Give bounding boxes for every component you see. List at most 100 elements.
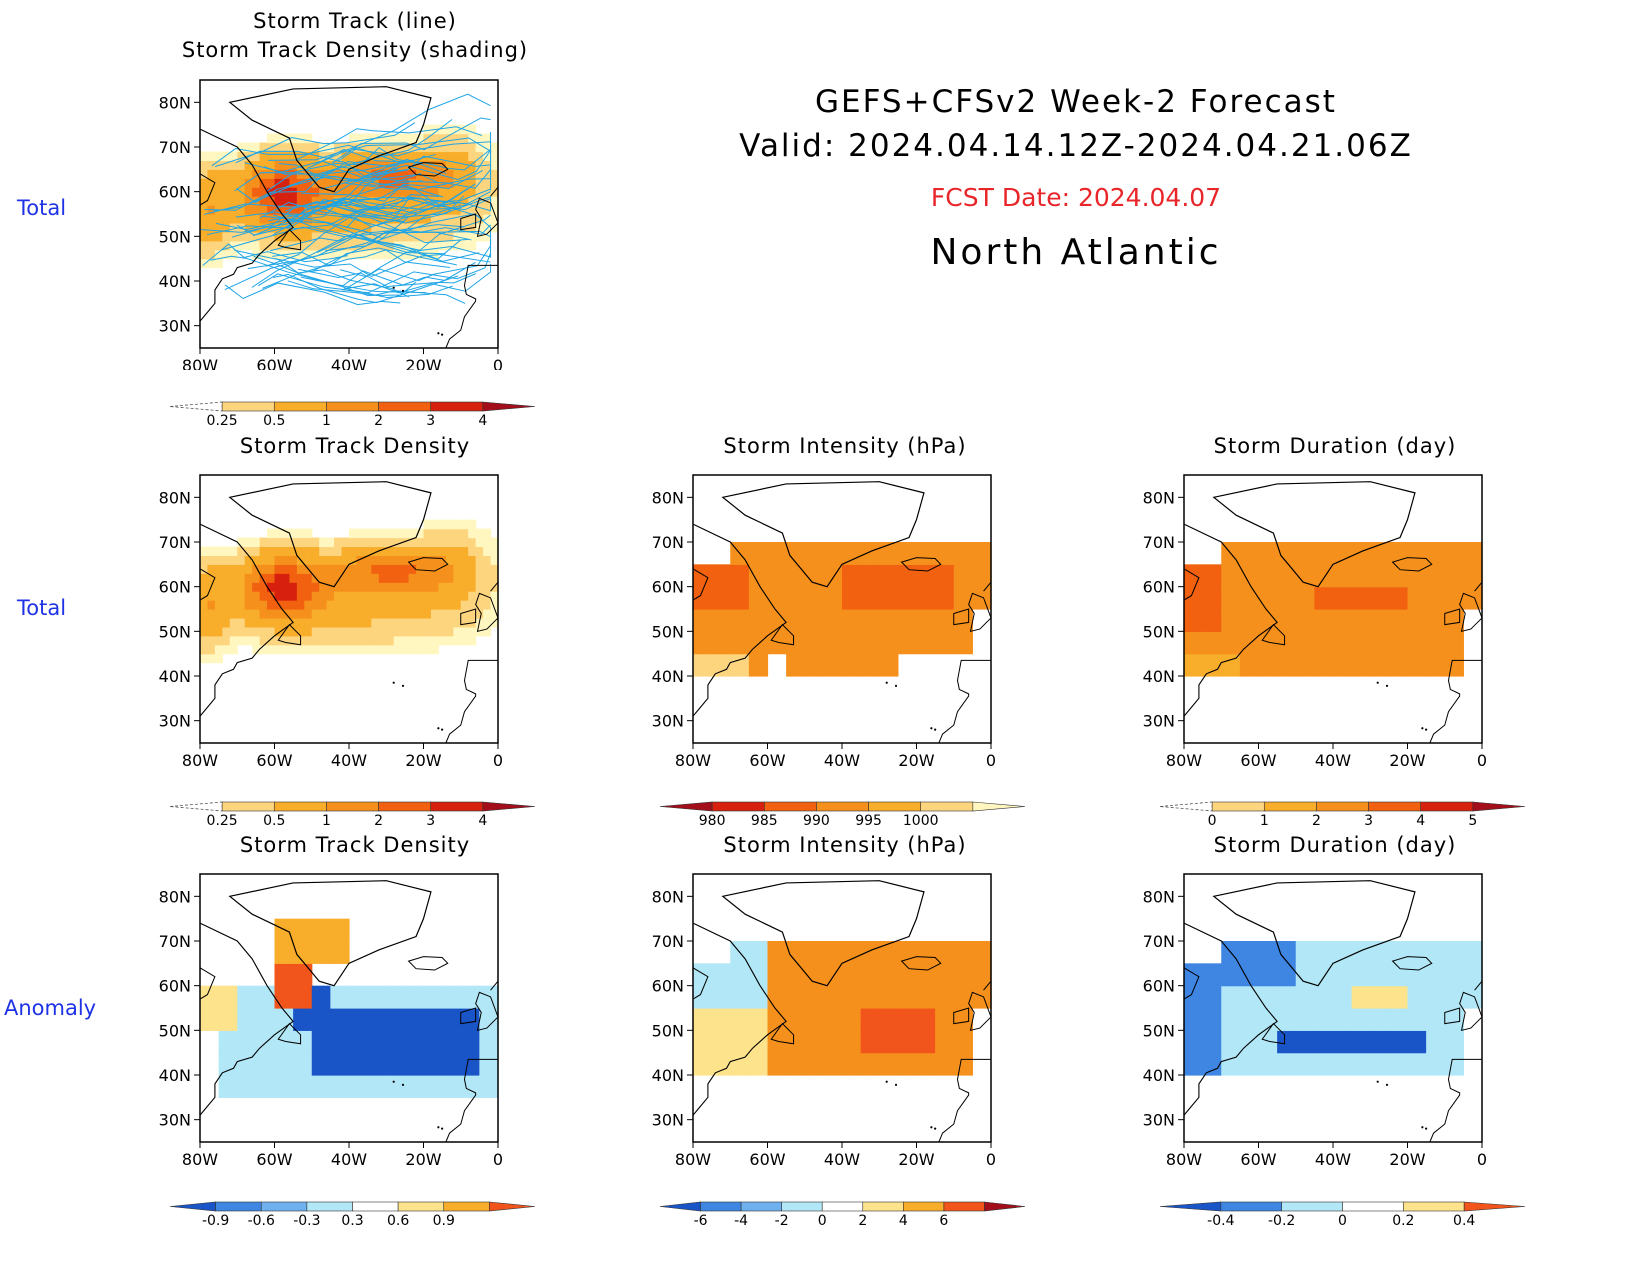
field-cell: [311, 918, 331, 942]
field-cell: [423, 160, 432, 170]
lon-tick-label: 80W: [182, 1150, 218, 1169]
field-cell: [259, 537, 268, 548]
field-cell: [401, 231, 410, 242]
field-cell: [468, 564, 477, 574]
field-cell: [378, 617, 387, 628]
field-cell: [1314, 586, 1334, 610]
field-cell: [229, 160, 238, 170]
field-cell: [311, 249, 320, 260]
field-cell: [229, 214, 238, 224]
coastlines: [199, 880, 499, 1143]
island-dot: [1385, 1083, 1389, 1086]
field-cell: [386, 985, 406, 1009]
field-cell: [1426, 631, 1446, 655]
field-cell: [386, 644, 395, 655]
field-cell: [401, 626, 410, 637]
island-dot: [1376, 681, 1379, 684]
field-cell: [319, 222, 328, 233]
field-cell: [1314, 941, 1334, 964]
field-cell: [767, 542, 787, 565]
field-cell: [356, 178, 365, 188]
field-cell: [267, 240, 276, 251]
field-cell: [244, 231, 253, 242]
field-cell: [483, 617, 492, 628]
field-cell: [1370, 941, 1390, 964]
field-cell: [1184, 564, 1204, 588]
field-cell: [371, 214, 380, 224]
colorbar-swatch: [700, 1201, 742, 1212]
field-cell: [1314, 1030, 1334, 1054]
field-cell: [319, 214, 328, 224]
field-cell: [860, 564, 880, 588]
field-cell: [453, 582, 462, 592]
field-cell: [445, 142, 454, 153]
field-cell: [693, 631, 713, 655]
field-cell: [311, 160, 320, 170]
field-cell: [229, 240, 238, 251]
field-cell: [1295, 586, 1315, 610]
forecast-title: GEFS+CFSv2 Week-2 Forecast: [815, 84, 1337, 120]
field-cell: [386, 546, 395, 556]
panel-1-title-line2: Storm Track Density (shading): [181, 38, 529, 62]
field-cell: [1351, 1008, 1371, 1031]
field-cell: [252, 187, 261, 197]
hudson-coast: [692, 967, 709, 1000]
field-cell: [1258, 1052, 1278, 1076]
field-cell: [935, 1008, 955, 1031]
field-cell: [386, 133, 395, 144]
field-cell: [860, 609, 880, 632]
colorbar-label: -2: [775, 1213, 789, 1229]
field-cell: [416, 573, 425, 583]
field-cell: [430, 240, 439, 251]
colorbar-swatch: [430, 401, 484, 412]
field-cell: [416, 582, 425, 592]
field-cell: [326, 600, 335, 610]
storm-track-line: [224, 236, 446, 290]
field-cell: [229, 178, 238, 188]
field-cell: [468, 178, 477, 188]
field-cell: [468, 555, 477, 565]
field-cell: [289, 249, 298, 260]
field-cell: [1314, 985, 1334, 1009]
field-cell: [1370, 1008, 1390, 1031]
lon-tick-label: 80W: [675, 751, 711, 770]
field-cell: [259, 600, 268, 610]
field-cell: [214, 178, 223, 188]
lon-tick-label: 0: [1477, 751, 1487, 770]
field-cell: [460, 555, 469, 565]
colorbar-label: 0.9: [433, 1213, 455, 1229]
field-cell: [386, 142, 395, 153]
panel-5-title: Storm Track Density: [239, 833, 471, 857]
field-cell: [453, 591, 462, 601]
lat-tick-label: 70N: [159, 138, 191, 157]
field-cell: [371, 600, 380, 610]
field-cell: [386, 600, 395, 610]
hudson-coast: [199, 967, 216, 1000]
britain-coast: [1459, 991, 1483, 1032]
field-cell: [244, 626, 253, 637]
field-cell: [468, 151, 477, 161]
field-cell: [349, 205, 358, 215]
lon-tick-label: 40W: [1315, 1150, 1351, 1169]
field-cell: [935, 963, 955, 987]
field-cell: [483, 214, 492, 224]
field-cell: [356, 214, 365, 224]
field-cell: [460, 1030, 480, 1054]
field-cell: [430, 178, 439, 188]
field-cell: [1370, 653, 1390, 677]
field-cell: [229, 222, 238, 233]
field-cell: [304, 528, 313, 539]
norway-coast: [490, 980, 499, 991]
field-cell: [281, 626, 290, 637]
field-cell: [386, 591, 395, 601]
field-cell: [408, 214, 417, 224]
ireland-coast: [953, 608, 970, 626]
field-cell: [289, 564, 298, 574]
field-cell: [475, 133, 484, 144]
field-cell: [363, 196, 372, 206]
field-cell: [1184, 631, 1204, 655]
lon-tick-label: 60W: [256, 356, 292, 370]
field-cell: [935, 542, 955, 565]
field-cell: [1184, 609, 1204, 632]
